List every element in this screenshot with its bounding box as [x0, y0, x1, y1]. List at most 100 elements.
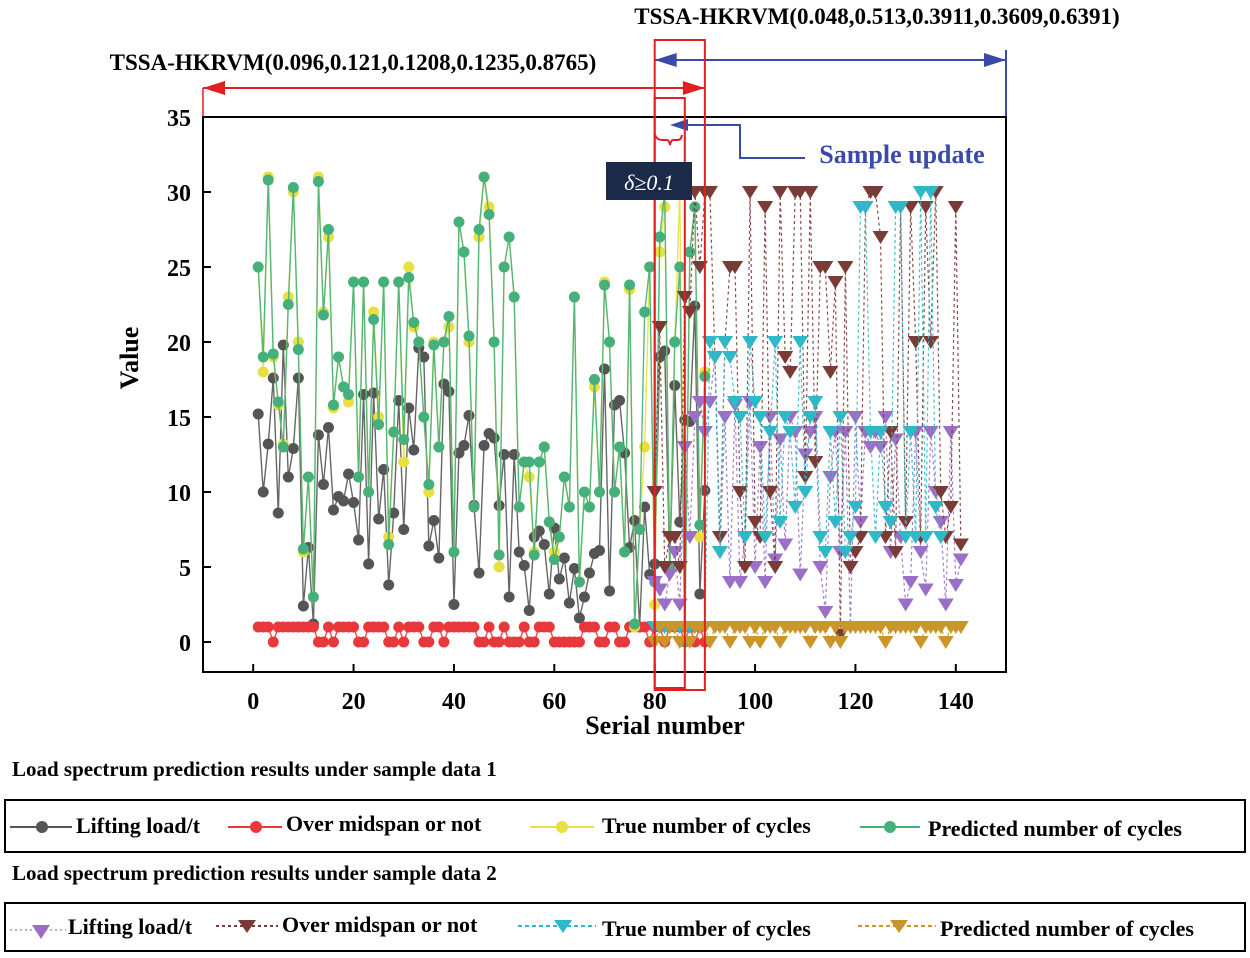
data-point	[327, 399, 339, 411]
data-point	[777, 411, 794, 424]
model2-arrowhead-left	[654, 53, 677, 67]
data-point	[666, 546, 683, 559]
legend-label: Predicted number of cycles	[940, 916, 1194, 941]
data-point	[478, 440, 490, 451]
data-point	[932, 486, 949, 499]
data-point	[513, 636, 525, 648]
data-point	[772, 636, 789, 649]
data-point	[609, 486, 621, 498]
data-point	[857, 201, 874, 214]
data-point	[817, 606, 834, 619]
data-point	[604, 585, 616, 597]
data-point	[553, 573, 565, 585]
data-point	[797, 486, 814, 499]
data-point	[639, 501, 651, 513]
data-point	[671, 598, 688, 612]
data-point	[767, 621, 784, 634]
y-tick-label: 35	[167, 106, 191, 132]
data-point	[792, 336, 809, 349]
legend-marker-circle	[884, 821, 896, 833]
data-point	[716, 621, 733, 634]
series-over-midspan-or-not	[252, 621, 711, 648]
annotation-layer: TSSA-HKRVM(0.096,0.121,0.1208,0.1235,0.8…	[110, 4, 1120, 169]
y-tick-label: 30	[167, 181, 191, 207]
data-point	[488, 432, 500, 444]
data-point	[588, 621, 600, 633]
x-tick-label: 120	[837, 689, 873, 715]
data-point	[872, 426, 889, 439]
data-point	[438, 636, 450, 648]
data-point	[691, 396, 708, 409]
data-point	[747, 621, 764, 634]
data-point	[742, 636, 759, 649]
data-point	[348, 276, 360, 288]
data-point	[368, 314, 380, 325]
data-point	[947, 201, 964, 214]
data-point	[942, 501, 959, 514]
data-point	[912, 636, 929, 649]
data-point	[716, 336, 733, 349]
legend-label: True number of cycles	[602, 813, 811, 838]
data-point	[639, 621, 651, 633]
data-point	[624, 279, 636, 291]
data-point	[757, 201, 774, 214]
data-point	[701, 336, 718, 349]
data-point	[656, 598, 673, 612]
data-point	[837, 261, 854, 274]
x-axis-label: Serial number	[585, 711, 745, 740]
data-point	[262, 174, 274, 186]
series-line	[654, 191, 942, 628]
data-point	[822, 636, 839, 649]
data-point	[272, 396, 284, 408]
data-point	[852, 516, 869, 529]
data-point	[558, 471, 570, 483]
data-point	[932, 621, 949, 634]
data-point	[413, 621, 425, 633]
x-tick-label: 100	[737, 689, 773, 715]
data-point	[468, 501, 480, 513]
data-point	[666, 621, 683, 634]
data-point	[912, 546, 929, 559]
data-point	[877, 501, 894, 514]
data-point	[737, 621, 754, 634]
data-point	[478, 171, 490, 183]
data-point	[317, 309, 329, 321]
data-point	[762, 426, 779, 439]
data-point	[348, 621, 360, 633]
data-point	[732, 486, 749, 499]
data-point	[483, 621, 495, 633]
data-point	[378, 464, 390, 475]
data-point	[842, 531, 859, 544]
data-point	[614, 395, 626, 406]
data-point	[747, 516, 764, 529]
data-point	[822, 426, 839, 439]
data-point	[634, 524, 646, 535]
legend-marker-triangle	[238, 920, 256, 933]
data-point	[528, 549, 540, 561]
data-point	[837, 546, 854, 559]
model2-label: TSSA-HKRVM(0.048,0.513,0.3911,0.3609,0.6…	[634, 4, 1119, 29]
data-point	[701, 636, 718, 649]
y-tick-label: 0	[179, 631, 191, 657]
data-point	[267, 372, 279, 384]
model2-arrowhead-right	[984, 53, 1006, 67]
x-tick-label: 40	[442, 689, 466, 715]
data-point	[842, 561, 859, 574]
data-point	[443, 311, 455, 322]
axes: 0 20 40 60 80 100 120 140 0 5 10 15 20 25 30 35	[167, 106, 974, 715]
data-point	[358, 389, 370, 400]
legend-marker-circle	[36, 821, 48, 833]
data-point	[912, 186, 929, 199]
data-point	[548, 554, 560, 565]
data-point	[599, 363, 610, 375]
data-point	[257, 486, 269, 498]
data-point	[503, 591, 515, 603]
plot-frame	[202, 116, 1007, 673]
data-point	[508, 291, 520, 303]
data-point	[518, 560, 530, 571]
data-point	[267, 348, 279, 360]
data-point	[573, 612, 585, 624]
data-point	[917, 583, 934, 597]
legend-label: Lifting load/t	[68, 914, 193, 939]
data-point	[373, 419, 385, 430]
